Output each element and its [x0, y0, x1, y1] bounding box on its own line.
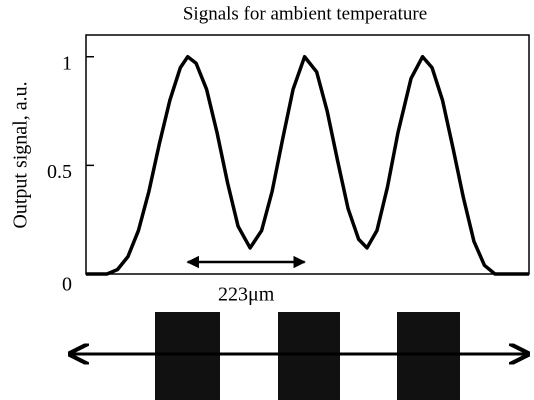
stripe: [155, 312, 220, 400]
plot-frame: [85, 34, 530, 275]
chart-title: Signals for ambient temperature: [183, 3, 427, 24]
y-tick-label: 0: [62, 274, 72, 296]
stripe: [278, 312, 340, 400]
stripe: [397, 312, 460, 400]
y-tick-label: 0.5: [47, 161, 72, 183]
y-axis-label: Output signal, a.u.: [10, 81, 32, 228]
y-tick-label: 1: [62, 52, 72, 74]
line-series: [86, 54, 529, 276]
annotation-label: 223μm: [218, 284, 275, 306]
